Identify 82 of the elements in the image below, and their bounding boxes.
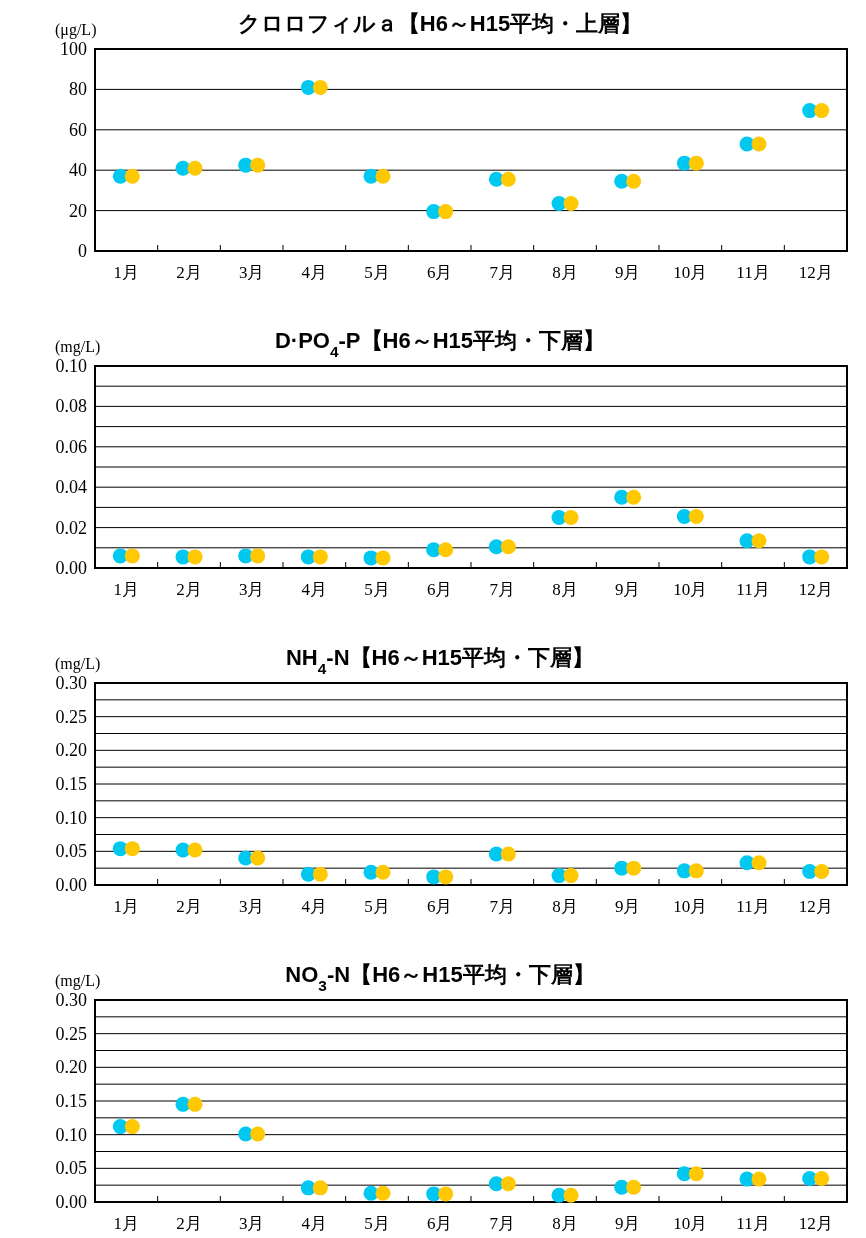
x-tick-label: 10月 [673, 1214, 708, 1233]
x-tick-label: 7月 [489, 1214, 516, 1233]
y-tick-label: 100 [60, 39, 87, 59]
y-tick-label: 0.30 [55, 990, 87, 1010]
y-tick-label: 0.00 [55, 1192, 87, 1212]
x-tick-label: 1月 [113, 580, 140, 599]
y-tick-label: 0 [78, 241, 87, 261]
x-tick-label: 8月 [552, 263, 578, 282]
y-tick-label: 0.20 [55, 1057, 87, 1078]
x-tick-label: 3月 [238, 1214, 265, 1233]
x-tick-label: 5月 [364, 580, 390, 599]
y-tick-label: 0.10 [55, 356, 87, 376]
y-tick-label: 0.25 [55, 1023, 87, 1044]
y-tick-label: 80 [69, 79, 87, 100]
x-tick-label: 7月 [489, 263, 516, 282]
x-tick-label: 3月 [238, 897, 265, 916]
x-tick-label: 8月 [552, 897, 578, 916]
x-tick-label: 12月 [798, 1214, 833, 1233]
chart-title: NO$_{3}$-N【H6～H15平均・下層】 [285, 962, 595, 994]
x-tick-label: 11月 [736, 580, 770, 599]
y-axis-title: (mg/L) [55, 655, 101, 673]
y-axis-title: (mg/L) [55, 972, 101, 990]
y-tick-label: 0.02 [55, 517, 87, 538]
x-tick-label: 7月 [489, 897, 516, 916]
y-axis-title: (mg/L) [55, 338, 101, 356]
x-tick-label: 4月 [301, 580, 328, 599]
y-tick-label: 20 [69, 200, 87, 221]
x-tick-label: 9月 [614, 1214, 641, 1233]
x-tick-label: 6月 [426, 897, 453, 916]
x-tick-label: 9月 [614, 897, 641, 916]
x-tick-label: 11月 [736, 897, 770, 916]
x-tick-label: 2月 [176, 263, 202, 282]
x-tick-label: 12月 [798, 263, 833, 282]
y-tick-label: 0.10 [55, 1124, 87, 1145]
x-tick-label: 3月 [238, 580, 265, 599]
y-tick-label: 0.05 [55, 841, 87, 862]
x-tick-label: 2月 [176, 897, 202, 916]
y-tick-label: 0.08 [55, 396, 87, 417]
x-tick-label: 6月 [426, 580, 453, 599]
x-tick-label: 12月 [798, 580, 833, 599]
y-tick-label: 0.04 [55, 477, 87, 498]
x-tick-label: 10月 [673, 580, 708, 599]
x-tick-label: 11月 [736, 263, 770, 282]
chart-title: クロロフィルａ【H6～H15平均・上層】 [237, 11, 643, 36]
x-tick-label: 2月 [176, 580, 202, 599]
x-tick-label: 1月 [113, 263, 140, 282]
y-tick-label: 0.10 [55, 807, 87, 828]
y-tick-label: 0.05 [55, 1158, 87, 1179]
y-tick-label: 0.15 [55, 1091, 87, 1111]
x-tick-label: 3月 [238, 263, 265, 282]
y-tick-label: 0.20 [55, 740, 87, 761]
y-axis-title: (μg/L) [55, 21, 97, 39]
y-tick-label: 0.06 [55, 436, 87, 457]
chart-title: D·PO$_{4}$-P【H6～H15平均・下層】 [274, 328, 606, 360]
x-tick-label: 9月 [614, 263, 641, 282]
x-tick-label: 10月 [673, 263, 708, 282]
x-tick-label: 11月 [736, 1214, 770, 1233]
x-tick-label: 10月 [673, 897, 708, 916]
x-tick-label: 2月 [176, 1214, 202, 1233]
y-tick-label: 60 [69, 119, 87, 140]
x-tick-label: 6月 [426, 263, 453, 282]
x-tick-label: 9月 [614, 580, 641, 599]
y-tick-label: 0.30 [55, 673, 87, 693]
x-tick-label: 4月 [301, 263, 328, 282]
y-tick-label: 0.15 [55, 774, 87, 794]
x-tick-label: 8月 [552, 1214, 578, 1233]
x-tick-label: 1月 [113, 897, 140, 916]
x-tick-label: 6月 [426, 1214, 453, 1233]
chart-title: NH$_{4}$-N【H6～H15平均・下層】 [285, 645, 595, 677]
x-tick-label: 12月 [798, 897, 833, 916]
y-tick-label: 0.00 [55, 875, 87, 895]
x-tick-label: 4月 [301, 1214, 328, 1233]
y-tick-label: 40 [69, 160, 87, 181]
y-tick-label: 0.25 [55, 706, 87, 727]
x-tick-label: 5月 [364, 1214, 390, 1233]
x-tick-label: 5月 [364, 263, 390, 282]
x-tick-label: 1月 [113, 1214, 140, 1233]
y-tick-label: 0.00 [55, 558, 87, 578]
x-tick-label: 7月 [489, 580, 516, 599]
x-tick-label: 5月 [364, 897, 390, 916]
x-tick-label: 4月 [301, 897, 328, 916]
x-tick-label: 8月 [552, 580, 578, 599]
